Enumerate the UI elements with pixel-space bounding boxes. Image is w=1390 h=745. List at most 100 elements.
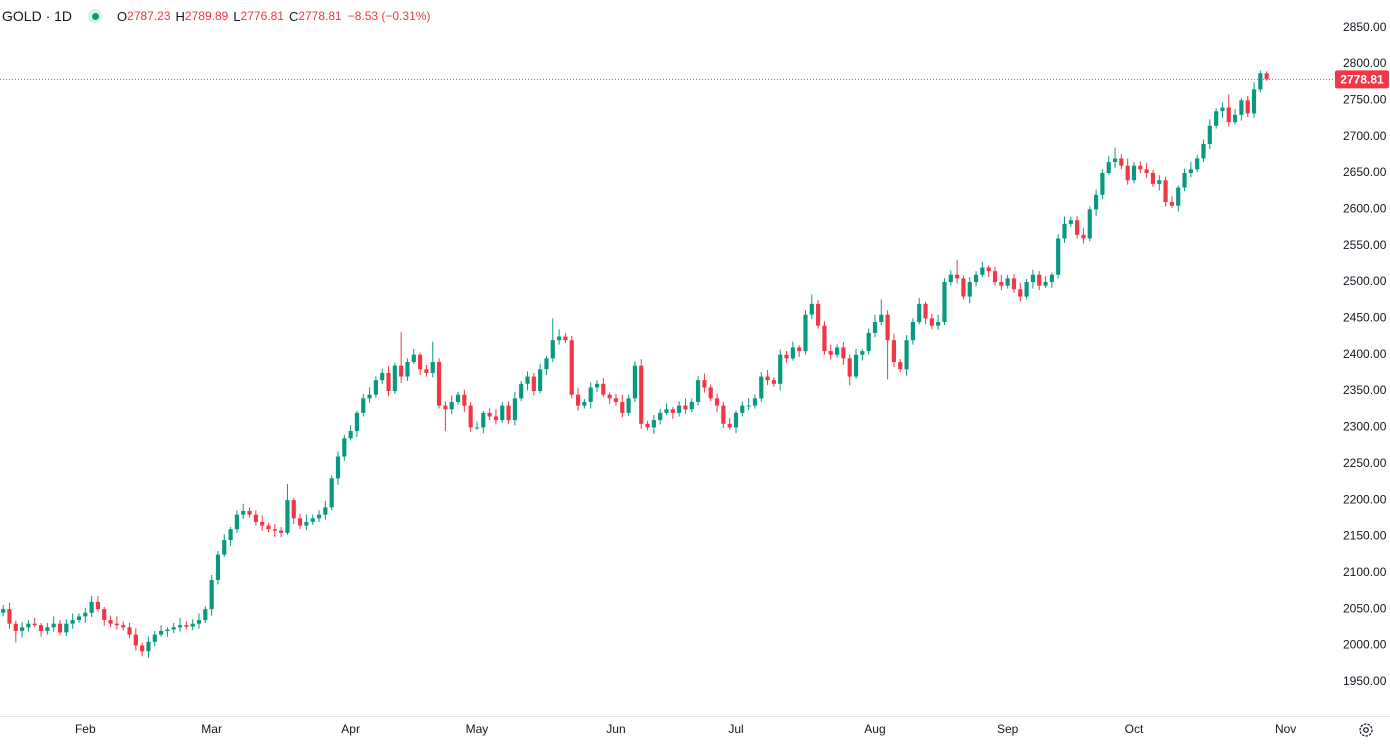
candle-body (285, 500, 290, 533)
candle-body (411, 354, 416, 362)
y-tick-label: 2850.00 (1343, 20, 1387, 34)
legend-header: GOLD · 1D O 2787.23 H 2789.89 L 2776.81 C 27… (2, 8, 430, 24)
candle-body (266, 525, 271, 530)
candle-body (418, 354, 423, 370)
candle-body (1226, 107, 1231, 123)
candle-body (159, 630, 164, 635)
candle-body (999, 282, 1004, 286)
candle-body (973, 274, 979, 283)
candle-body (1157, 180, 1162, 184)
candle-body (1037, 274, 1042, 286)
y-tick-label: 2800.00 (1343, 56, 1387, 70)
candle-body (929, 318, 934, 326)
candle-body (26, 623, 31, 628)
candle-body (373, 380, 378, 395)
candle-body (582, 401, 587, 406)
candle-body (575, 394, 581, 406)
candle-body (392, 365, 397, 392)
candle-body (765, 376, 770, 381)
candle-body (759, 376, 764, 399)
candle-body (639, 365, 644, 424)
x-tick-label: Feb (75, 722, 96, 736)
candle-body (32, 623, 37, 626)
candle-body (1138, 165, 1143, 170)
y-tick-label: 2600.00 (1343, 202, 1387, 216)
candle-body (620, 401, 625, 413)
candle-body (1081, 234, 1086, 239)
candle-body (114, 623, 119, 626)
candle-body (487, 412, 492, 417)
y-tick-label: 2700.00 (1343, 129, 1387, 143)
y-tick-label: 2750.00 (1343, 92, 1387, 106)
candle-body (203, 609, 208, 621)
candle-body (354, 412, 360, 432)
candle-body (588, 387, 593, 402)
candle-body (279, 530, 284, 533)
candle-body (986, 267, 991, 272)
ohlc-value: 2789.89 (184, 9, 229, 23)
y-tick-label: 2400.00 (1343, 347, 1387, 361)
settings-icon[interactable] (1359, 723, 1373, 737)
candle-body (1119, 158, 1124, 166)
candle-body (797, 347, 802, 352)
candle-body (1245, 100, 1250, 114)
candle-body (721, 405, 726, 424)
candle-body (260, 521, 265, 526)
candle-body (898, 361, 903, 370)
candle-body (784, 354, 789, 359)
candle-body (607, 394, 612, 399)
y-tick-label: 2050.00 (1343, 601, 1387, 615)
candle-body (740, 405, 745, 413)
candle-body (1062, 223, 1067, 239)
y-tick-label: 2300.00 (1343, 420, 1387, 434)
candle-body (885, 314, 890, 341)
candle-body (1163, 180, 1168, 203)
candle-body (140, 645, 145, 652)
candle-body (632, 365, 637, 399)
candle-body (917, 303, 922, 323)
ohlc-key: O (117, 8, 128, 24)
ohlc-key: C (288, 8, 299, 24)
candle-body (512, 398, 517, 421)
candle-body (1251, 89, 1257, 114)
candle-body (474, 427, 480, 429)
candle-body (961, 278, 966, 297)
candle-body (1094, 194, 1099, 210)
candle-body (367, 394, 372, 399)
candle-body (879, 314, 884, 323)
candle-body (1056, 238, 1061, 275)
change: −8.53 (−0.31%) (347, 9, 431, 23)
candle-body (538, 369, 543, 392)
candle-body (57, 623, 63, 633)
candle-body (1068, 220, 1073, 224)
candle-body (228, 529, 233, 541)
candle-body (563, 336, 568, 341)
candle-body (348, 431, 353, 439)
candle-body (95, 601, 101, 610)
candle-body (702, 380, 707, 388)
candle-body (449, 401, 454, 410)
candle-body (1087, 209, 1092, 239)
y-tick-label: 2250.00 (1343, 456, 1387, 470)
candle-body (1043, 282, 1048, 286)
candle-body (664, 409, 669, 413)
candle-body (1214, 111, 1219, 126)
candle-body (7, 609, 12, 624)
candle-body (13, 623, 18, 631)
candle-body (992, 271, 998, 283)
candle-body (967, 282, 972, 297)
candle-body (209, 580, 214, 610)
candle-body (1024, 282, 1029, 297)
candle-body (506, 405, 511, 421)
candle-body (936, 322, 941, 326)
candle-body (443, 405, 448, 410)
market-status[interactable] (88, 9, 103, 23)
candle-body (323, 507, 328, 515)
candle-body (316, 514, 322, 519)
y-tick-label: 2650.00 (1343, 165, 1387, 179)
y-tick-label: 1950.00 (1343, 674, 1387, 688)
candle-body (834, 347, 840, 355)
candle-body (1018, 289, 1023, 297)
candle-body (222, 540, 227, 555)
